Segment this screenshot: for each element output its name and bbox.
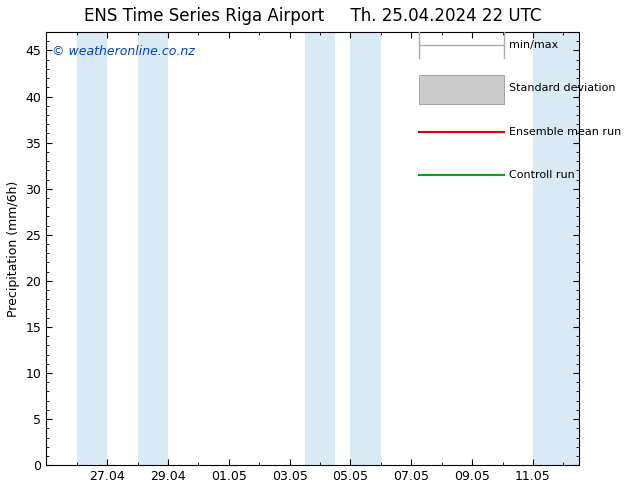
Text: © weatheronline.co.nz: © weatheronline.co.nz: [51, 45, 194, 58]
Bar: [138, 32, 168, 465]
Bar: [305, 32, 335, 465]
Text: Controll run: Controll run: [510, 170, 575, 180]
Bar: [419, 75, 504, 103]
Bar: [351, 32, 381, 465]
Bar: [77, 32, 107, 465]
Bar: [533, 32, 579, 465]
Y-axis label: Precipitation (mm/6h): Precipitation (mm/6h): [7, 180, 20, 317]
Title: ENS Time Series Riga Airport     Th. 25.04.2024 22 UTC: ENS Time Series Riga Airport Th. 25.04.2…: [84, 7, 541, 25]
Text: Standard deviation: Standard deviation: [510, 83, 616, 94]
Text: min/max: min/max: [510, 40, 559, 50]
Text: Ensemble mean run: Ensemble mean run: [510, 127, 622, 137]
